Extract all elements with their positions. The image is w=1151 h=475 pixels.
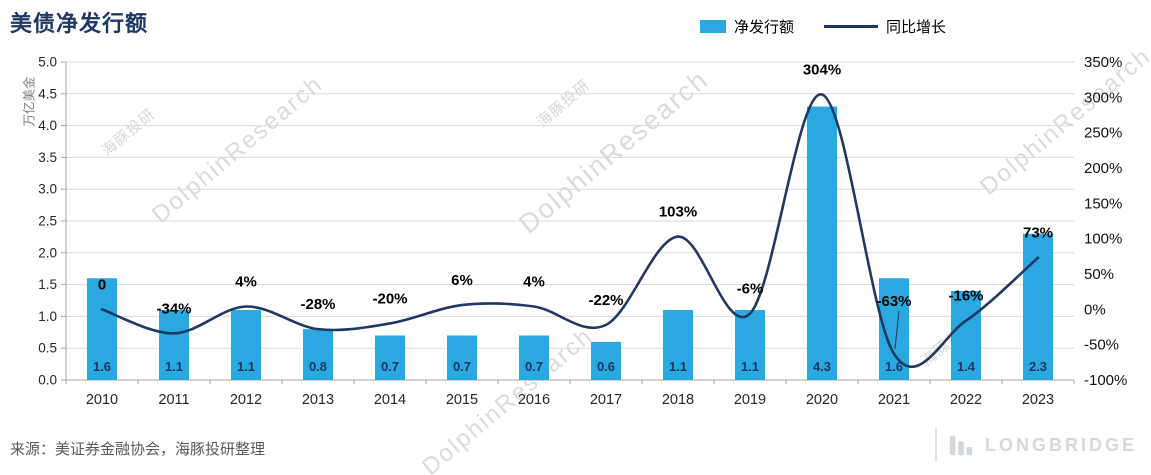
bar-value-label: 0.7 bbox=[525, 359, 543, 374]
y-axis-tick-label-right: 350% bbox=[1084, 54, 1122, 71]
y-axis-tick-label-left: 1.5 bbox=[38, 277, 57, 292]
y-axis-tick-label-left: 0.0 bbox=[38, 373, 57, 388]
x-axis-label: 2012 bbox=[230, 392, 262, 408]
y-axis-tick-label-left: 5.0 bbox=[38, 55, 57, 70]
legend-label-bars: 净发行额 bbox=[734, 19, 795, 36]
y-axis-tick-label-left: 0.5 bbox=[38, 341, 57, 356]
source-note: 来源：美证券金融协会，海豚投研整理 bbox=[10, 441, 266, 458]
y-axis-tick-label-left: 3.0 bbox=[38, 182, 57, 197]
y-axis-tick-label-right: 100% bbox=[1084, 231, 1122, 248]
y-axis-tick-label-right: 0% bbox=[1084, 301, 1106, 318]
bar bbox=[591, 341, 621, 380]
growth-point-label: 73% bbox=[1023, 225, 1053, 242]
growth-point-label: -34% bbox=[156, 300, 191, 317]
logo-divider bbox=[934, 428, 937, 462]
bar bbox=[231, 310, 261, 380]
legend: 净发行额 同比增长 bbox=[700, 16, 946, 37]
bar-series-swatch bbox=[700, 20, 726, 33]
bar-value-label: 0.7 bbox=[453, 359, 471, 374]
bar-value-label: 1.4 bbox=[957, 359, 976, 374]
y-axis-tick-label-left: 4.0 bbox=[38, 118, 57, 133]
y-axis-tick-label-left: 2.5 bbox=[38, 214, 57, 229]
y-axis-tick-label-right: 50% bbox=[1084, 266, 1114, 283]
x-axis-label: 2015 bbox=[446, 392, 478, 408]
label-callout-line bbox=[894, 310, 900, 349]
growth-point-label: 6% bbox=[451, 272, 473, 289]
y-axis-tick-label-right: -50% bbox=[1084, 337, 1119, 354]
bar bbox=[375, 335, 405, 380]
growth-point-label: -63% bbox=[876, 293, 911, 310]
bar-value-label: 1.6 bbox=[885, 359, 903, 374]
x-axis-label: 2014 bbox=[374, 392, 406, 408]
growth-point-label: 304% bbox=[803, 62, 841, 79]
bar bbox=[807, 106, 837, 381]
growth-point-label: 0 bbox=[98, 276, 106, 293]
bar bbox=[735, 310, 765, 380]
y-axis-tick-label-left: 4.5 bbox=[38, 86, 57, 101]
longbridge-icon bbox=[949, 435, 973, 456]
growth-point-label: -6% bbox=[737, 281, 764, 298]
legend-label-line: 同比增长 bbox=[886, 19, 947, 36]
line-series-swatch bbox=[824, 25, 879, 28]
y-axis-tick-label-right: 150% bbox=[1084, 195, 1122, 212]
bar-value-label: 4.3 bbox=[813, 359, 831, 374]
y-axis-tick-label-left: 2.0 bbox=[38, 245, 57, 260]
bar bbox=[447, 335, 477, 380]
x-axis-label: 2023 bbox=[1022, 392, 1054, 408]
bar bbox=[303, 329, 333, 380]
bar-value-label: 0.8 bbox=[309, 359, 327, 374]
bar-value-label: 0.7 bbox=[381, 359, 399, 374]
y-axis-tick-label-left: 1.0 bbox=[38, 309, 57, 324]
growth-point-label: -22% bbox=[588, 292, 623, 309]
bar bbox=[159, 310, 189, 380]
y-axis-tick-label-right: 300% bbox=[1084, 89, 1122, 106]
y-axis-tick-label-right: 250% bbox=[1084, 125, 1122, 142]
bar bbox=[87, 278, 117, 380]
x-axis-label: 2022 bbox=[950, 392, 982, 408]
growth-point-label: 4% bbox=[235, 274, 257, 291]
x-axis-label: 2010 bbox=[86, 392, 118, 408]
y-axis-tick-label-right: -100% bbox=[1084, 372, 1127, 389]
legend-item-bars: 净发行额 bbox=[700, 16, 794, 37]
legend-item-line: 同比增长 bbox=[824, 16, 946, 37]
bar-value-label: 1.1 bbox=[741, 359, 759, 374]
bar bbox=[951, 290, 981, 380]
x-axis-label: 2020 bbox=[806, 392, 838, 408]
x-axis-label: 2013 bbox=[302, 392, 334, 408]
x-axis-label: 2016 bbox=[518, 392, 550, 408]
x-axis-label: 2021 bbox=[878, 392, 910, 408]
bar-value-label: 1.6 bbox=[93, 359, 111, 374]
y-axis-title: 万亿美金 bbox=[22, 76, 37, 127]
y-axis-tick-label-right: 200% bbox=[1084, 160, 1122, 177]
longbridge-logo: LONGBRIDGE bbox=[934, 428, 1137, 462]
growth-point-label: -20% bbox=[372, 290, 407, 307]
bar bbox=[519, 335, 549, 380]
growth-point-label: -16% bbox=[948, 288, 983, 305]
bar-value-label: 0.6 bbox=[597, 359, 615, 374]
growth-point-label: 4% bbox=[523, 274, 545, 291]
bar-value-label: 2.3 bbox=[1029, 359, 1047, 374]
longbridge-wordmark: LONGBRIDGE bbox=[984, 434, 1137, 455]
x-axis-label: 2019 bbox=[734, 392, 766, 408]
x-axis-label: 2011 bbox=[158, 392, 189, 408]
x-axis-label: 2017 bbox=[590, 392, 622, 408]
x-axis-label: 2018 bbox=[662, 392, 694, 408]
growth-point-label: -28% bbox=[300, 296, 335, 313]
y-axis-tick-label-left: 3.5 bbox=[38, 150, 57, 165]
growth-line bbox=[100, 93, 1040, 369]
bar-value-label: 1.1 bbox=[165, 359, 183, 374]
chart-title: 美债净发行额 bbox=[10, 11, 149, 36]
growth-point-label: 103% bbox=[659, 204, 697, 221]
bar-value-label: 1.1 bbox=[669, 359, 687, 374]
bar-value-label: 1.1 bbox=[237, 359, 255, 374]
bar bbox=[663, 310, 693, 380]
